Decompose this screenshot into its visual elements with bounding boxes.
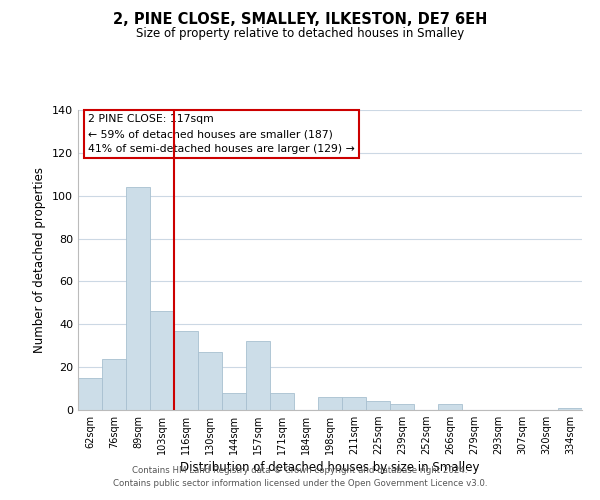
Text: 2 PINE CLOSE: 117sqm
← 59% of detached houses are smaller (187)
41% of semi-deta: 2 PINE CLOSE: 117sqm ← 59% of detached h…	[88, 114, 355, 154]
Bar	[438, 404, 462, 410]
Bar	[174, 330, 198, 410]
Bar	[342, 397, 366, 410]
Bar	[126, 187, 150, 410]
Bar	[198, 352, 222, 410]
Bar	[78, 378, 102, 410]
Bar	[558, 408, 582, 410]
Bar	[102, 358, 126, 410]
Bar	[150, 312, 174, 410]
Y-axis label: Number of detached properties: Number of detached properties	[34, 167, 46, 353]
Bar	[222, 393, 246, 410]
Text: Size of property relative to detached houses in Smalley: Size of property relative to detached ho…	[136, 28, 464, 40]
Bar	[270, 393, 294, 410]
Bar	[318, 397, 342, 410]
Text: Contains HM Land Registry data © Crown copyright and database right 2024.
Contai: Contains HM Land Registry data © Crown c…	[113, 466, 487, 487]
Bar	[390, 404, 414, 410]
Bar	[366, 402, 390, 410]
Bar	[246, 342, 270, 410]
X-axis label: Distribution of detached houses by size in Smalley: Distribution of detached houses by size …	[180, 462, 480, 474]
Text: 2, PINE CLOSE, SMALLEY, ILKESTON, DE7 6EH: 2, PINE CLOSE, SMALLEY, ILKESTON, DE7 6E…	[113, 12, 487, 28]
